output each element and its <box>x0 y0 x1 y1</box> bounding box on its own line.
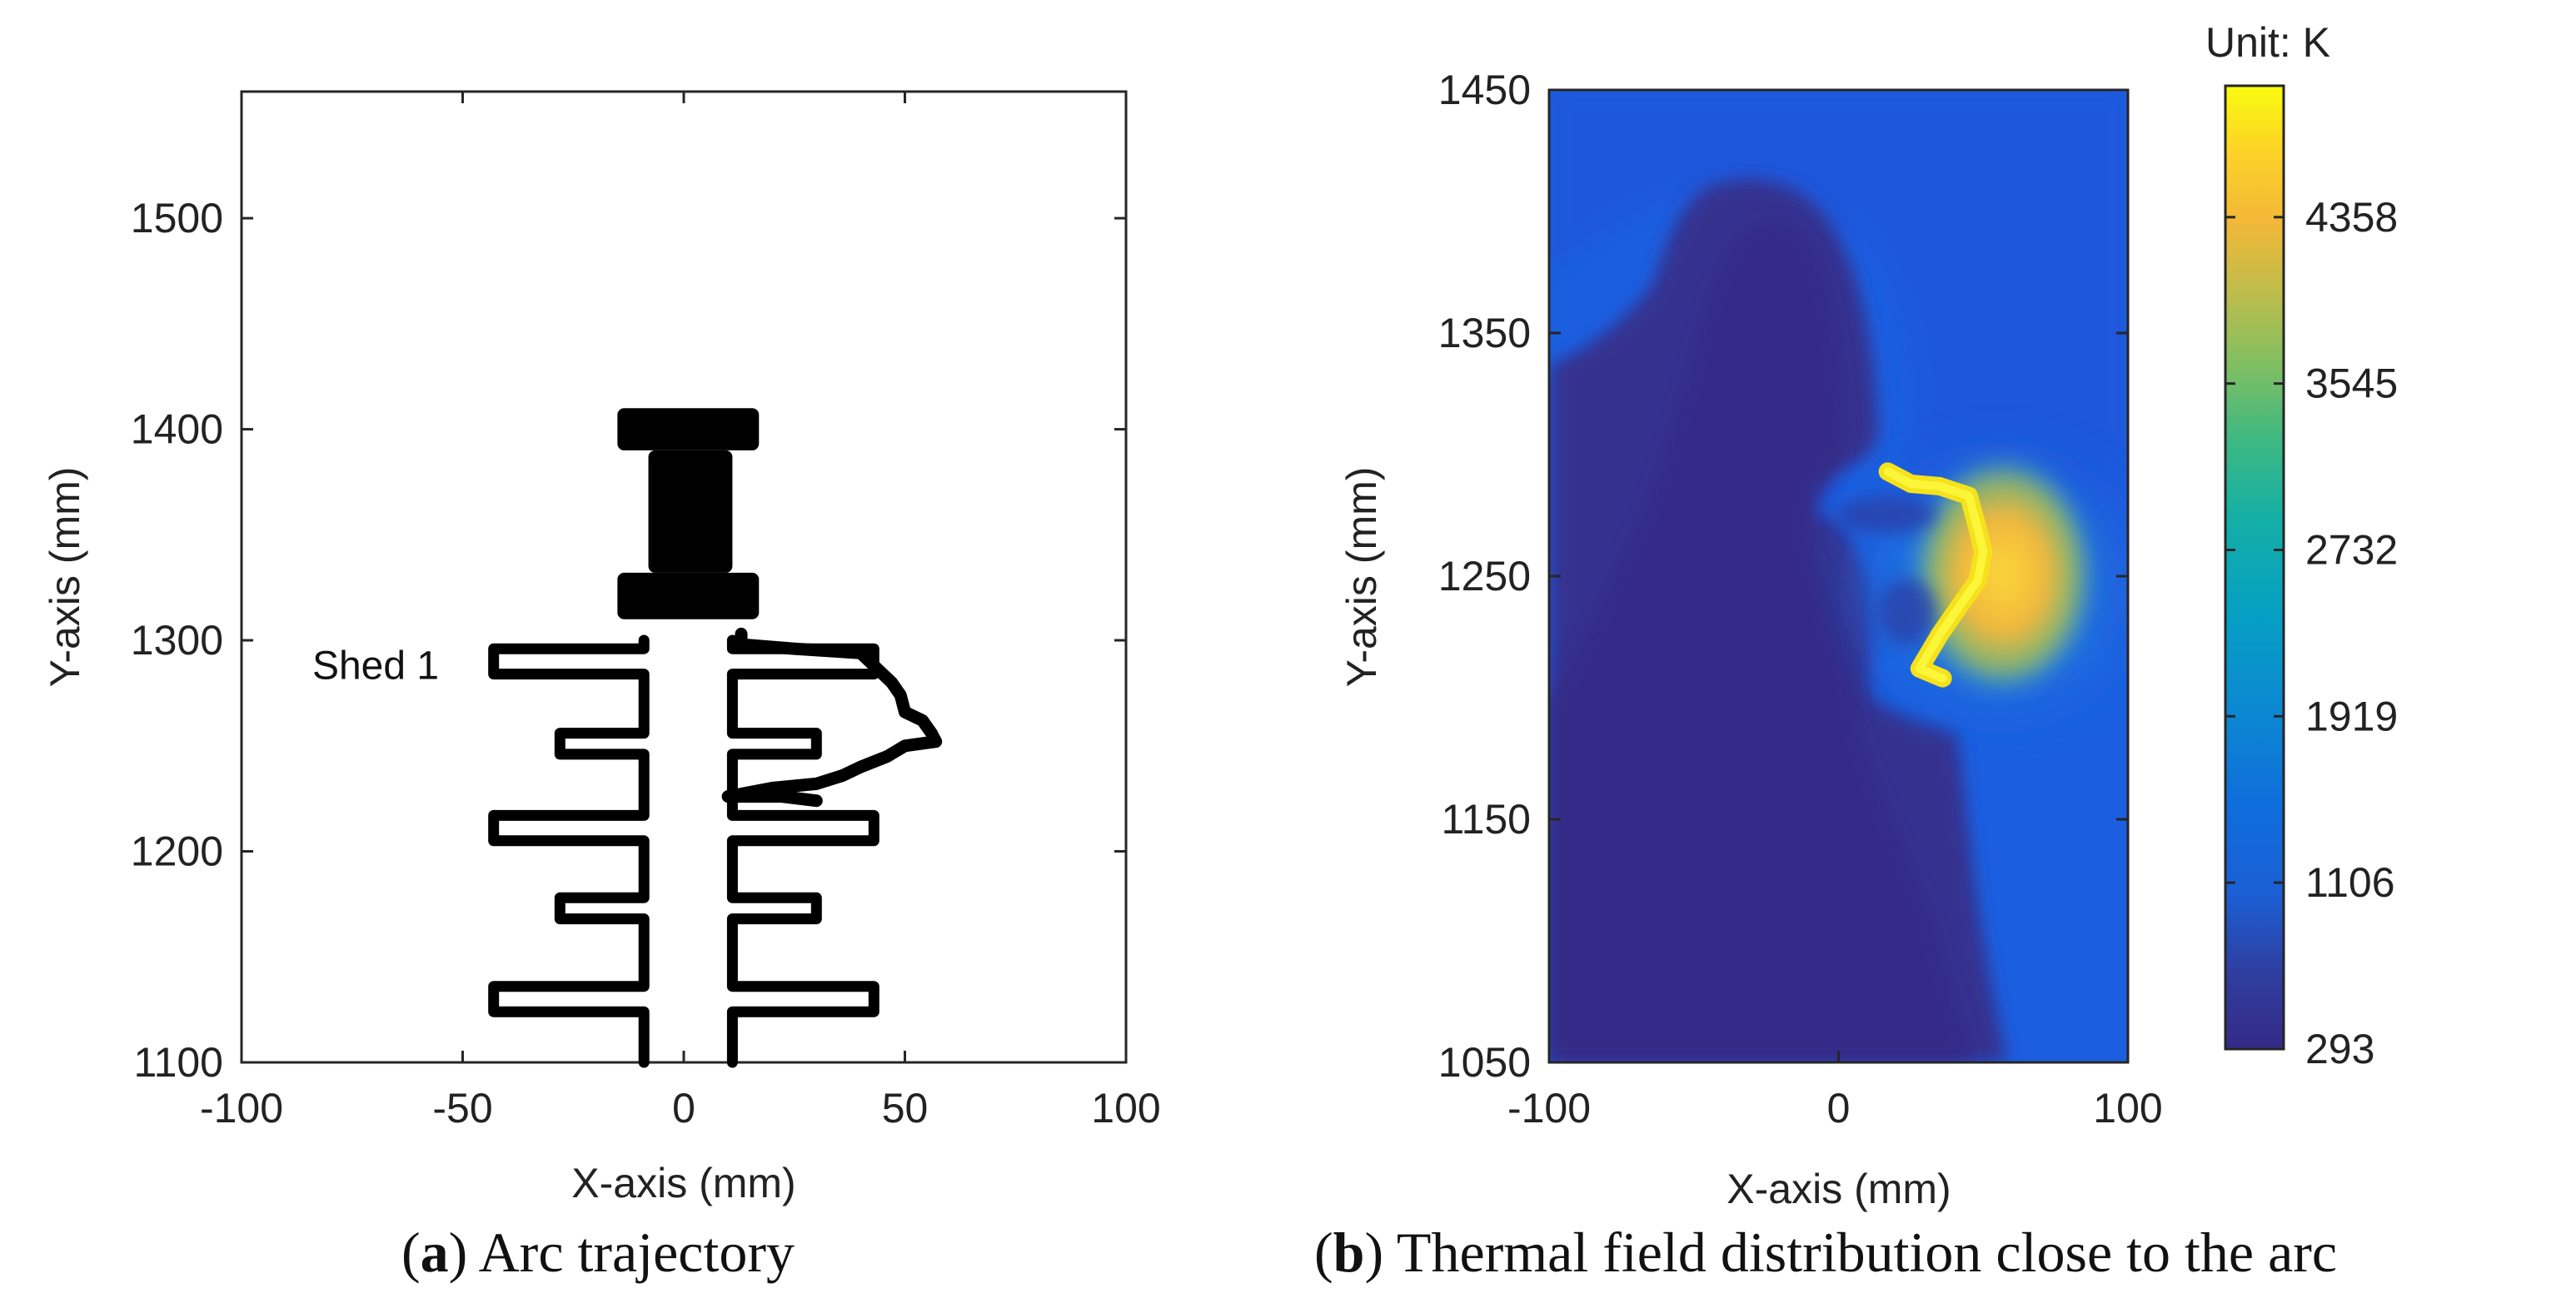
colorbar-tick-label: 3545 <box>2305 361 2398 407</box>
panel-a-arc-trajectory: -100 -50 0 50 100 1100 1200 1300 1400 1500 Shed 1… <box>42 90 1161 1206</box>
panel-a-y-tick-label: 1300 <box>131 617 223 664</box>
electrode-stem <box>648 450 733 573</box>
colorbar-tick-label: 2732 <box>2305 526 2398 573</box>
caption-a-letter: a <box>420 1221 449 1284</box>
caption-a-text: Arc trajectory <box>478 1221 795 1284</box>
panel-b-thermal-field: -100 0 100 1050 1150 1250 1350 1450 X-axis (mm)… <box>1338 19 2398 1212</box>
heatmap-arc-core <box>1883 467 1988 683</box>
heatmap-notch-upper <box>1836 496 1936 533</box>
panel-b-y-tick-label: 1150 <box>1441 796 1531 843</box>
panel-b-x-axis-label: X-axis (mm) <box>1726 1166 1951 1212</box>
insulator-right-profile <box>726 634 879 1068</box>
heatmap-plume-inner <box>1907 450 2099 699</box>
panel-a-ticks: -100 -50 0 50 100 1100 1200 1300 1400 1500 <box>131 92 1161 1131</box>
caption-a: (a) Arc trajectory <box>401 1221 795 1284</box>
panel-a-x-tick-label: 100 <box>1091 1085 1160 1131</box>
panel-a-y-axis-label: Y-axis (mm) <box>42 467 88 688</box>
colorbar-tick-label: 1106 <box>2305 859 2395 906</box>
panel-a-x-tick-label: 50 <box>882 1085 929 1131</box>
panel-a-plot-area: Shed 1 <box>312 408 943 1068</box>
panel-b-y-tick-label: 1350 <box>1438 310 1531 356</box>
colorbar <box>2224 84 2285 1051</box>
panel-b-y-tick-label: 1450 <box>1438 67 1531 113</box>
panel-a-x-tick-label: -100 <box>200 1085 283 1131</box>
panel-b-y-tick-label: 1250 <box>1438 553 1531 599</box>
panel-b-y-tick-label: 1050 <box>1438 1039 1531 1086</box>
electrode-top-cap <box>617 408 760 450</box>
colorbar-ticks: 293 1106 1919 2732 3545 4358 <box>2225 194 2398 1072</box>
panel-b-ticks: -100 0 100 1050 1150 1250 1350 1450 <box>1438 67 2163 1131</box>
colorbar-tick-label: 1919 <box>2305 693 2398 739</box>
panel-a-x-tick-label: -50 <box>432 1085 492 1131</box>
panel-b-x-tick-label: -100 <box>1507 1085 1591 1131</box>
panel-a-x-axis-label: X-axis (mm) <box>571 1160 795 1206</box>
heatmap <box>1549 90 2128 1062</box>
panel-a-y-tick-label: 1100 <box>133 1039 223 1086</box>
caption-b-text: Thermal field distribution close to the … <box>1396 1221 2338 1284</box>
panel-a-y-tick-label: 1200 <box>131 828 223 875</box>
colorbar-title: Unit: K <box>2205 19 2330 66</box>
panel-a-x-tick-label: 0 <box>672 1085 695 1131</box>
caption-b-letter: b <box>1333 1221 1365 1284</box>
colorbar-tick-label: 293 <box>2305 1026 2374 1072</box>
panel-a-annotation: Shed 1 <box>312 644 439 688</box>
panel-b-y-axis-label: Y-axis (mm) <box>1338 467 1385 688</box>
panel-b-x-tick-label: 100 <box>2093 1085 2162 1131</box>
colorbar-tick-label: 4358 <box>2305 194 2398 241</box>
arc-trajectory-path <box>721 627 943 808</box>
panel-a-y-tick-label: 1500 <box>131 195 223 241</box>
panel-b-x-tick-label: 0 <box>1827 1085 1851 1131</box>
electrode-bottom-cap <box>617 572 760 619</box>
heatmap-notch-lower <box>1878 579 1936 645</box>
caption-b: (b) Thermal field distribution close to … <box>1314 1221 2338 1284</box>
heatmap-cool-core <box>1549 220 1974 1062</box>
insulator-left-profile <box>488 634 650 1068</box>
panel-a-y-tick-label: 1400 <box>131 406 223 453</box>
